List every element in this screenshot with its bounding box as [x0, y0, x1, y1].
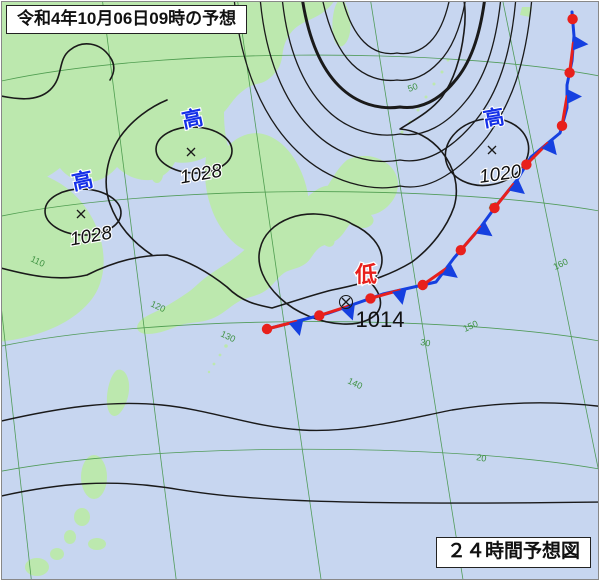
svg-text:150: 150	[462, 318, 480, 333]
svg-text:1014: 1014	[356, 307, 405, 332]
svg-text:30: 30	[420, 337, 431, 348]
svg-text:高: 高	[481, 104, 506, 131]
svg-text:130: 130	[219, 329, 237, 344]
svg-text:160: 160	[552, 256, 570, 271]
svg-text:50: 50	[406, 81, 419, 94]
svg-text:20: 20	[476, 452, 488, 464]
svg-text:低: 低	[354, 262, 377, 287]
svg-text:140: 140	[346, 376, 364, 391]
